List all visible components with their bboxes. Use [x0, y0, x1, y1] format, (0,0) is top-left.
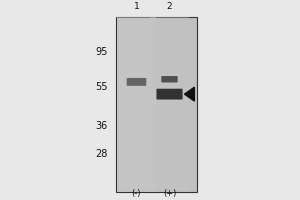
Text: 1: 1: [134, 2, 140, 11]
Polygon shape: [184, 87, 194, 101]
Text: 36: 36: [96, 121, 108, 131]
Bar: [116, 17, 196, 192]
Text: (+): (+): [163, 189, 176, 198]
Bar: [150, 17, 189, 192]
FancyBboxPatch shape: [127, 78, 146, 86]
Bar: [117, 17, 156, 192]
Text: (-): (-): [132, 189, 141, 198]
Text: 2: 2: [167, 2, 172, 11]
Text: 55: 55: [95, 82, 108, 92]
FancyBboxPatch shape: [157, 89, 182, 100]
FancyBboxPatch shape: [161, 76, 178, 82]
Text: 95: 95: [96, 47, 108, 57]
Text: 28: 28: [96, 149, 108, 159]
